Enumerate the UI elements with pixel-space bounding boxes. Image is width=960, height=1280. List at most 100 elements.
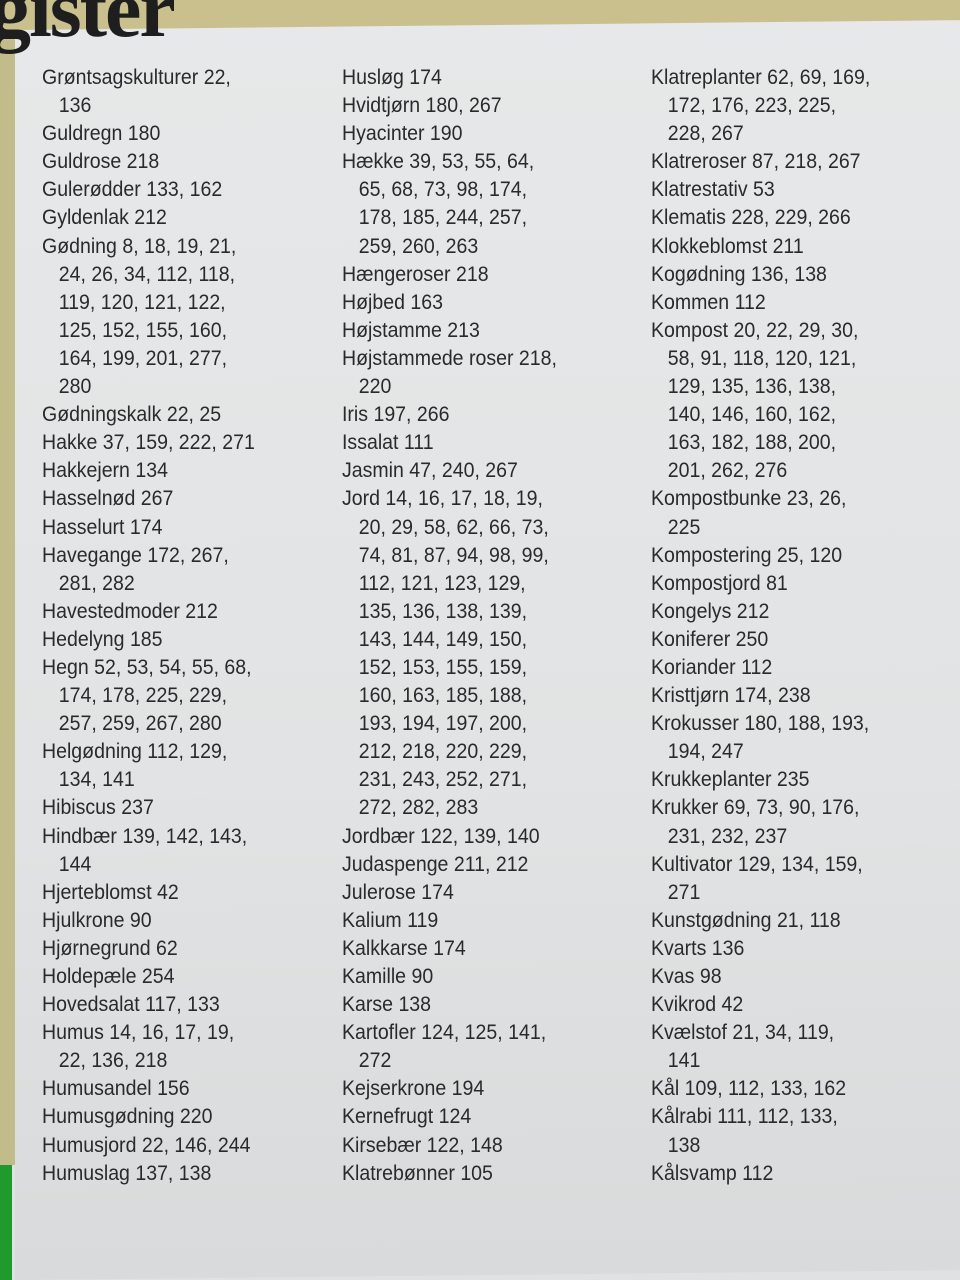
index-entry-continuation: 129, 135, 136, 138, — [667, 375, 837, 399]
index-entry-continuation: 280 — [58, 375, 92, 399]
index-entry: Kvarts 136 — [651, 935, 870, 963]
index-entry-term: Koriander 112 — [651, 655, 773, 679]
index-entry: Hakkejern 134 — [42, 457, 255, 485]
index-entry-term: Gødningskalk 22, 25 — [42, 403, 222, 427]
index-entry-term: Koniferer 250 — [651, 627, 769, 651]
index-entry: Issalat 111 — [342, 429, 557, 457]
index-entry-term: Kunstgødning 21, 118 — [651, 908, 841, 932]
index-entry-term: Kartofler 124, 125, 141, — [342, 1021, 547, 1045]
index-entry-continuation: 22, 136, 218 — [58, 1049, 168, 1073]
index-entry-term: Kålrabi 111, 112, 133, — [651, 1105, 838, 1129]
index-entry-term: Klatrestativ 53 — [651, 178, 775, 202]
page-title: gister — [0, 0, 176, 54]
index-entry-continuation: 220 — [358, 375, 392, 399]
index-entry-term: Kultivator 129, 134, 159, — [651, 852, 863, 876]
index-entry: Kultivator 129, 134, 159, 271 — [651, 851, 870, 907]
index-entry-term: Krukker 69, 73, 90, 176, — [651, 796, 860, 820]
index-entry: Gødningskalk 22, 25 — [42, 401, 255, 429]
index-entry-term: Humusjord 22, 146, 244 — [42, 1133, 251, 1157]
index-column-2: Husløg 174 Hvidtjørn 180, 267 Hyacinter 19… — [342, 64, 557, 1188]
index-entry-continuation: 225 — [667, 515, 701, 539]
index-entry: Hyacinter 190 — [342, 120, 557, 148]
index-entry-continuation: 212, 218, 220, 229, — [358, 740, 528, 764]
index-entry: Havegange 172, 267, 281, 282 — [42, 542, 255, 598]
index-entry-term: Hakke 37, 159, 222, 271 — [42, 431, 255, 455]
index-entry-term: Gulerødder 133, 162 — [42, 178, 223, 202]
index-entry-term: Grøntsagskulturer 22, — [42, 66, 231, 89]
index-entry-term: Klematis 228, 229, 266 — [651, 206, 851, 230]
index-entry: Klatrebønner 105 — [342, 1160, 557, 1188]
index-entry: Humus 14, 16, 17, 19, 22, 136, 218 — [42, 1019, 255, 1075]
index-entry-term: Hegn 52, 53, 54, 55, 68, — [42, 655, 252, 679]
index-entry: Kartofler 124, 125, 141, 272 — [342, 1019, 557, 1075]
index-entry: Kompost 20, 22, 29, 30, 58, 91, 118, 120,… — [651, 317, 870, 486]
index-entry-term: Jasmin 47, 240, 267 — [342, 459, 518, 483]
index-entry: Gødning 8, 18, 19, 21, 24, 26, 34, 112, 1… — [42, 233, 255, 402]
index-entry-term: Hasselurt 174 — [42, 515, 163, 539]
index-entry: Højbed 163 — [342, 289, 557, 317]
index-entry: Havestedmoder 212 — [42, 598, 255, 626]
index-entry: Hasselnød 267 — [42, 485, 255, 513]
index-entry: Kompostbunke 23, 26, 225 — [651, 485, 870, 541]
index-entry-term: Holdepæle 254 — [42, 965, 175, 988]
index-entry-continuation: 125, 152, 155, 160, — [58, 318, 228, 342]
index-entry: Humusgødning 220 — [42, 1103, 255, 1131]
index-entry-term: Klatreroser 87, 218, 267 — [651, 150, 861, 174]
index-entry: Kamille 90 — [342, 963, 557, 991]
index-entry-continuation: 160, 163, 185, 188, — [358, 684, 528, 708]
index-entry: Gyldenlak 212 — [42, 204, 255, 232]
index-entry-continuation: 231, 232, 237 — [667, 824, 788, 848]
index-entry: Husløg 174 — [342, 64, 557, 92]
index-entry-term: Havegange 172, 267, — [42, 543, 229, 567]
index-entry: Jasmin 47, 240, 267 — [342, 457, 557, 485]
index-entry: Koniferer 250 — [651, 626, 870, 654]
index-entry: Kvælstof 21, 34, 119, 141 — [651, 1019, 870, 1075]
index-entry-continuation: 143, 144, 149, 150, — [358, 627, 528, 651]
index-entry: Hække 39, 53, 55, 64, 65, 68, 73, 98, 174… — [342, 148, 557, 260]
index-entry: Krukkeplanter 235 — [651, 766, 870, 794]
index-entry: Kål 109, 112, 133, 162 — [651, 1075, 870, 1103]
index-entry-continuation: 152, 153, 155, 159, — [358, 655, 528, 679]
index-entry-term: Krokusser 180, 188, 193, — [651, 712, 870, 736]
index-entry-term: Judaspenge 211, 212 — [342, 852, 529, 876]
index-entry-term: Hyacinter 190 — [342, 122, 463, 146]
index-entry: Guldregn 180 — [42, 120, 255, 148]
index-entry-term: Karse 138 — [342, 993, 432, 1017]
index-column-1: Grøntsagskulturer 22, 136 Guldregn 180 Guld… — [42, 64, 255, 1188]
index-entry-term: Kålsvamp 112 — [651, 1161, 774, 1185]
index-entry-term: Kvælstof 21, 34, 119, — [651, 1021, 835, 1045]
index-entry: Kvas 98 — [651, 963, 870, 991]
index-entry-term: Klokkeblomst 211 — [651, 234, 804, 258]
index-entry-term: Hedelyng 185 — [42, 627, 163, 651]
index-entry-continuation: 112, 121, 123, 129, — [358, 571, 526, 595]
index-entry-term: Jord 14, 16, 17, 18, 19, — [342, 487, 543, 511]
index-entry-term: Hjulkrone 90 — [42, 908, 152, 932]
index-entry-continuation: 74, 81, 87, 94, 98, 99, — [358, 543, 549, 567]
index-entry-term: Julerose 174 — [342, 880, 454, 904]
index-entry-term: Krukkeplanter 235 — [651, 768, 810, 792]
index-entry: Hvidtjørn 180, 267 — [342, 92, 557, 120]
index-column-3: Klatreplanter 62, 69, 169, 172, 176, 223,… — [651, 64, 870, 1188]
index-entry: Helgødning 112, 129, 134, 141 — [42, 738, 255, 794]
index-entry-term: Husløg 174 — [342, 66, 442, 89]
index-entry-continuation: 136 — [58, 94, 92, 118]
index-entry: Gulerødder 133, 162 — [42, 176, 255, 204]
index-entry: Kristtjørn 174, 238 — [651, 682, 870, 710]
index-entry-term: Guldregn 180 — [42, 122, 161, 146]
index-entry: Hibiscus 237 — [42, 794, 255, 822]
index-entry: Højstammede roser 218, 220 — [342, 345, 557, 401]
index-entry-continuation: 257, 259, 267, 280 — [58, 712, 222, 736]
index-entry: Kommen 112 — [651, 289, 870, 317]
index-entry: Hjerteblomst 42 — [42, 879, 255, 907]
index-entry: Hasselurt 174 — [42, 514, 255, 542]
index-entry: Kogødning 136, 138 — [651, 261, 870, 289]
index-entry-continuation: 172, 176, 223, 225, — [667, 94, 837, 118]
index-entry-term: Humuslag 137, 138 — [42, 1161, 212, 1185]
index-entry-continuation: 259, 260, 263 — [358, 234, 479, 258]
index-entry: Guldrose 218 — [42, 148, 255, 176]
index-entry-continuation: 174, 178, 225, 229, — [58, 684, 228, 708]
index-entry-continuation: 135, 136, 138, 139, — [358, 599, 528, 623]
index-entry-continuation: 65, 68, 73, 98, 174, — [358, 178, 528, 202]
index-entry-term: Kejserkrone 194 — [342, 1077, 485, 1101]
index-entry-continuation: 178, 185, 244, 257, — [358, 206, 528, 230]
